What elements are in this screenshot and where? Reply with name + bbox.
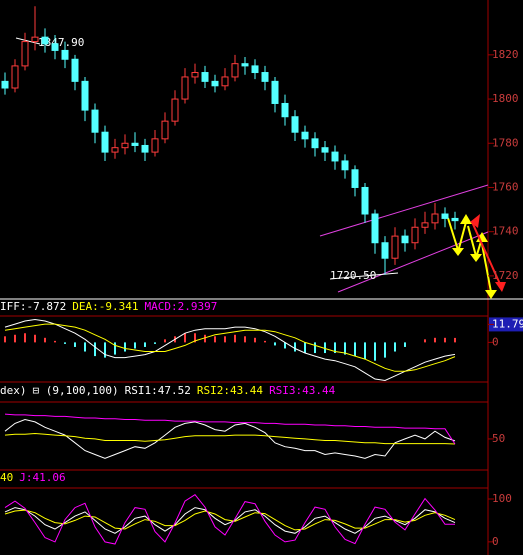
candle-body	[171, 98, 179, 122]
high-annotation: 1847.90	[38, 36, 84, 49]
arrow	[481, 243, 492, 293]
low-annotation: 1720.50	[330, 269, 376, 282]
pointer-line	[15, 37, 41, 45]
candle-body	[211, 80, 219, 87]
candle-body	[41, 36, 49, 45]
y-tick-label: 50	[492, 432, 505, 445]
header-item: DEA:-9.341	[72, 300, 138, 313]
header-item: RSI1:47.52	[125, 384, 191, 397]
y-tick-label: 1760	[492, 180, 519, 193]
series-line	[4, 413, 456, 445]
arrow	[471, 221, 501, 285]
arrow-head	[485, 290, 497, 299]
candle-body	[161, 120, 169, 140]
candle-body	[101, 131, 109, 153]
candle-body	[121, 142, 129, 149]
panel-header: 40 J:41.06	[0, 471, 66, 484]
candle-body	[191, 72, 199, 78]
panel-header: IFF:-7.872 DEA:-9.341 MACD:2.9397	[0, 300, 217, 313]
y-tick-label: 1720	[492, 269, 519, 282]
candle-body	[341, 160, 349, 171]
candle-body	[401, 235, 409, 244]
header-item: 40	[0, 471, 13, 484]
candle-body	[181, 76, 189, 100]
header-item: dex)	[0, 384, 27, 397]
arrow-head	[495, 282, 506, 292]
header-item: IFF:-7.872	[0, 300, 66, 313]
candle-body	[151, 138, 159, 153]
candle-body	[81, 80, 89, 111]
candle-body	[351, 169, 359, 188]
candle-body	[21, 41, 29, 67]
candle-body	[131, 142, 139, 146]
candle-body	[331, 151, 339, 162]
candle-body	[301, 131, 309, 140]
candle-body	[31, 36, 39, 43]
candle-body	[371, 213, 379, 244]
header-item: ⊟ (9,100,100)	[33, 384, 119, 397]
candle-body	[61, 49, 69, 60]
arrow-head	[460, 214, 472, 224]
candle-body	[1, 80, 9, 89]
header-item: RSI2:43.44	[197, 384, 264, 397]
candle-body	[201, 72, 209, 82]
y-tick-label: 1780	[492, 136, 519, 149]
y-tick-label: 1800	[492, 92, 519, 105]
arrow	[467, 225, 477, 257]
series-line	[4, 509, 456, 531]
candle-body	[321, 147, 329, 153]
candle-body	[361, 186, 369, 215]
candle-body	[391, 235, 399, 259]
candle-body	[111, 147, 119, 153]
arrow-head	[470, 214, 480, 228]
candle-body	[431, 213, 439, 224]
candle-body	[441, 213, 449, 219]
panel-header: dex) ⊟ (9,100,100) RSI1:47.52 RSI2:43.44 RSI…	[0, 384, 336, 397]
candle-body	[271, 80, 279, 104]
candle-body	[251, 65, 259, 74]
y-tick-label: 11.79	[492, 317, 523, 330]
y-tick-label: 100	[492, 492, 512, 505]
candle-body	[421, 222, 429, 228]
candle-body	[231, 63, 239, 78]
candle-body	[11, 65, 19, 89]
candle-body	[241, 63, 249, 67]
y-tick-label: 0	[492, 335, 499, 348]
candle-body	[141, 144, 149, 153]
candle-body	[221, 76, 229, 87]
trend-line	[337, 231, 489, 293]
candle-body	[411, 226, 419, 244]
candle-body	[71, 58, 79, 82]
candle-body	[281, 102, 289, 118]
arrow	[457, 221, 467, 253]
y-tick-label: 0	[492, 535, 499, 548]
arrow	[447, 217, 459, 251]
series-line	[4, 418, 456, 459]
series-line	[4, 432, 456, 445]
candle-body	[261, 72, 269, 82]
series-line	[4, 507, 456, 534]
candle-body	[381, 242, 389, 259]
candle-body	[451, 217, 459, 222]
header-item: MACD:2.9397	[144, 300, 217, 313]
candle-body	[311, 138, 319, 149]
series-line	[4, 494, 455, 545]
trend-line	[319, 184, 489, 237]
y-tick-label: 1740	[492, 225, 519, 238]
series-line	[4, 318, 456, 382]
candle-body	[91, 109, 99, 133]
candle-body	[51, 43, 59, 51]
current-value-box	[489, 317, 523, 332]
header-item: J:41.06	[19, 471, 65, 484]
header-item: RSI3:43.44	[269, 384, 336, 397]
y-tick-label: 1820	[492, 48, 519, 61]
pointer-line	[329, 272, 399, 280]
series-line	[4, 323, 456, 372]
forecast-arrows	[447, 214, 506, 299]
candle-body	[291, 116, 299, 133]
